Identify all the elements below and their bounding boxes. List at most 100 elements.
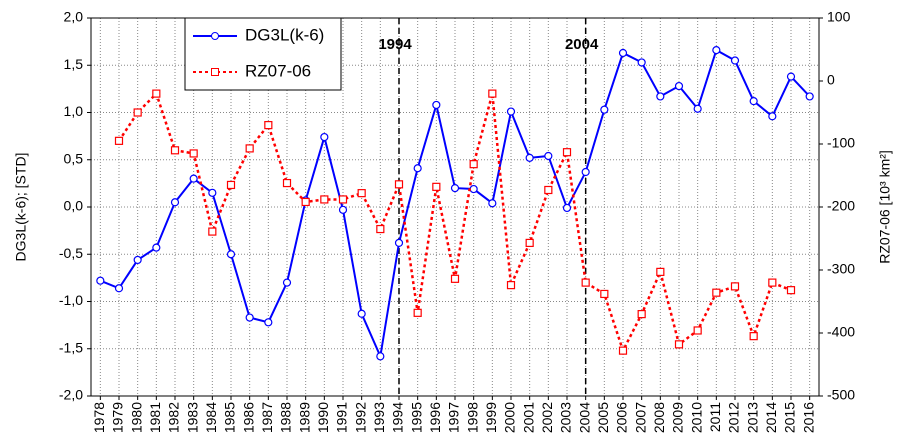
marker [152,243,161,252]
marker [226,250,236,259]
marker [656,267,665,276]
annotation: 2004 [565,36,599,53]
marker [226,180,236,190]
marker [338,205,348,214]
x-tick-label: 1982 [166,402,182,433]
marker [637,58,646,67]
x-tick-label: 1988 [278,402,294,433]
legend-label: RZ07-06 [245,61,311,80]
x-tick-label: 2015 [782,402,798,433]
marker [693,326,702,335]
marker [96,276,105,285]
marker [301,197,310,207]
x-tick-label: 1999 [483,402,499,433]
x-tick-label: 1998 [464,402,480,433]
marker [544,185,553,195]
y-tick-label: -2,0 [59,387,83,403]
marker [432,182,441,191]
marker [693,104,702,113]
legend-box [184,17,342,91]
y-tick-label: -1,5 [59,339,83,355]
x-tick-label: 2008 [651,402,667,433]
y-tick-label: -0,5 [59,245,83,261]
x-tick-label: 1992 [352,402,368,433]
y2-tick-label: -400 [827,324,855,340]
x-tick-label: 1990 [315,402,331,433]
marker [506,107,516,116]
y-tick-label: 1,0 [64,103,84,119]
marker [245,313,254,322]
marker [656,92,665,101]
x-tick-label: 2013 [744,402,760,433]
marker [208,227,217,236]
x-tick-label: 2003 [558,402,574,433]
x-tick-label: 2005 [595,402,611,433]
marker [712,46,721,55]
marker [469,184,478,194]
marker [749,332,758,341]
marker [394,180,404,189]
x-tick-label: 2011 [707,402,723,432]
marker [170,198,180,207]
marker [320,132,329,142]
x-tick-label: 1997 [446,402,462,433]
marker [618,48,628,58]
marker [768,278,777,287]
y2-tick-label: -200 [827,198,855,214]
marker [376,224,385,234]
marker [133,108,142,117]
marker [450,184,460,193]
marker [320,195,329,204]
x-tick-label: 1993 [371,402,387,433]
x-tick-label: 2014 [763,402,779,433]
x-tick-label: 2000 [502,402,518,433]
marker [768,112,777,121]
annotation: 1994 [378,36,412,53]
x-tick-label: 1986 [240,402,256,433]
marker [413,164,422,173]
x-tick-label: 2012 [726,402,742,433]
y2-axis-label: RZ07-06 [10³ km²] [877,150,893,264]
x-tick-label: 1984 [203,402,219,433]
marker [282,178,292,188]
x-tick-label: 1980 [128,402,144,433]
marker [488,199,497,208]
marker [133,255,142,265]
marker [357,189,366,198]
y-tick-label: -1,0 [59,292,83,308]
marker [600,289,609,299]
marker [544,151,553,161]
y2-tick-label: -300 [827,261,855,277]
marker [152,89,161,98]
marker [786,286,796,295]
marker [189,174,198,183]
y2-tick-label: -100 [827,135,855,151]
y-tick-label: 0,0 [64,198,84,214]
marker [712,288,721,297]
x-tick-label: 1991 [334,402,350,433]
y-tick-label: 1,5 [64,56,84,72]
marker [786,72,796,81]
marker [525,238,534,248]
y2-tick-label: 0 [827,72,835,88]
marker [730,56,740,65]
x-tick-label: 2007 [632,402,648,433]
marker [581,167,590,177]
marker [562,148,572,157]
legend-label: DG3L(k-6) [245,25,324,44]
legend-marker [211,32,219,40]
marker [600,105,609,114]
marker [562,203,572,213]
marker [618,346,628,355]
legend-marker [211,68,219,76]
marker [730,282,740,291]
x-tick-label: 2006 [614,402,630,433]
marker [488,89,497,98]
marker [506,281,516,290]
x-tick-label: 2001 [520,402,536,433]
marker [376,352,385,361]
marker [637,310,646,319]
marker [674,340,684,349]
x-tick-label: 1981 [147,402,163,433]
